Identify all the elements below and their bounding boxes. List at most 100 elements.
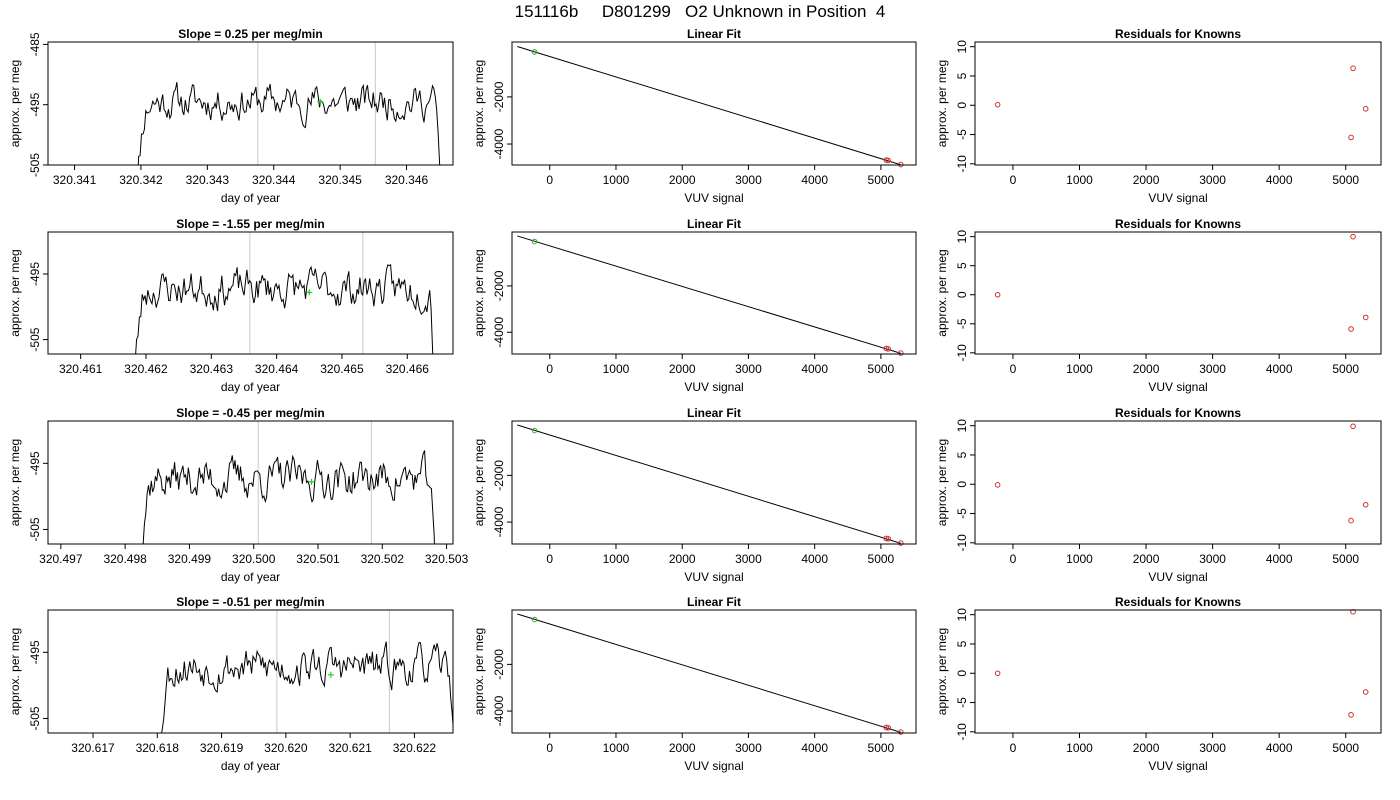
x-tick-label: 320.503 [425, 552, 469, 566]
data-point-2 [1348, 517, 1354, 524]
panel-title: Linear Fit [687, 406, 741, 420]
x-tick-label: 0 [546, 173, 553, 187]
plot-frame [974, 231, 1382, 355]
x-tick-label: 3000 [1199, 173, 1226, 187]
y-tick-label: 5 [955, 640, 969, 647]
x-tick-label: 2000 [669, 173, 696, 187]
fit-line [517, 424, 901, 544]
y-tick-label: -2000 [492, 270, 506, 301]
panel-4-1: 320.617 320.618 320.619 320.620 320.621 320.6… [8, 595, 454, 773]
y-tick-label: -4000 [492, 128, 506, 159]
y-axis-label: approx. per meg [935, 628, 949, 715]
y-tick-label: -4000 [492, 317, 506, 348]
data-point-1 [531, 49, 538, 55]
data-point-1 [531, 427, 538, 434]
panel-title: Slope = -0.45 per meg/min [176, 406, 324, 420]
data-point-4 [897, 540, 904, 546]
x-tick-label: 320.341 [53, 173, 97, 187]
x-tick-label: 4000 [1266, 741, 1293, 755]
series-line [161, 641, 453, 733]
x-tick-label: 0 [1010, 741, 1017, 755]
y-tick-label: -495 [28, 451, 42, 475]
x-axis-label: VUV signal [684, 570, 743, 584]
x-axis-label: VUV signal [1148, 191, 1207, 205]
y-tick-label: 5 [955, 451, 969, 458]
y-tick-label: -495 [28, 262, 42, 286]
plot-frame [47, 420, 454, 545]
data-point-1 [994, 101, 1001, 108]
x-tick-label: 320.498 [103, 552, 147, 566]
plot-frame [511, 420, 917, 545]
x-tick-label: 320.499 [168, 552, 212, 566]
x-tick-label: 3000 [1199, 552, 1226, 566]
panel-title: Slope = -0.51 per meg/min [176, 595, 324, 609]
x-tick-label: 5000 [1332, 741, 1359, 755]
x-tick-label: 3000 [735, 552, 762, 566]
x-tick-label: 320.463 [190, 362, 234, 376]
x-tick-label: 1000 [603, 741, 630, 755]
x-tick-label: 5000 [1332, 552, 1359, 566]
x-tick-label: 320.466 [386, 362, 430, 376]
y-axis-label: approx. per meg [472, 60, 486, 147]
data-point-4 [1362, 314, 1369, 321]
data-point-2 [1348, 712, 1354, 718]
panel-3-2: 0 1000 2000 3000 4000 5000 -2000 -4000 Linear Fi… [472, 406, 917, 584]
panel-title: Linear Fit [687, 27, 741, 41]
plot-frame [47, 231, 454, 355]
panel-3-3: 0 1000 2000 3000 4000 5000 10 5 0 -5 -10 Residuals … [935, 406, 1382, 584]
x-tick-label: 320.464 [255, 362, 299, 376]
x-axis-label: day of year [221, 380, 280, 394]
x-tick-label: 1000 [1066, 173, 1093, 187]
y-tick-label: 0 [955, 481, 969, 488]
x-tick-label: 1000 [603, 552, 630, 566]
x-tick-label: 2000 [1133, 741, 1160, 755]
panel-2-1: 320.461 320.462 320.463 320.464 320.465 320.4… [8, 217, 454, 394]
y-axis-label: approx. per meg [8, 249, 22, 336]
y-tick-label: -505 [28, 706, 42, 730]
unknown-marker [308, 478, 315, 485]
y-tick-label: -505 [28, 327, 42, 351]
panel-title: Residuals for Knowns [1115, 595, 1241, 609]
x-tick-label: 0 [546, 741, 553, 755]
y-tick-label: 10 [955, 419, 969, 433]
x-tick-label: 2000 [1133, 362, 1160, 376]
x-axis-label: VUV signal [684, 191, 743, 205]
panel-title: Residuals for Knowns [1115, 27, 1241, 41]
y-tick-label: -5 [955, 508, 969, 519]
data-point-4 [897, 350, 904, 356]
x-tick-label: 320.620 [264, 741, 308, 755]
panel-title: Residuals for Knowns [1115, 406, 1241, 420]
plot-frame [47, 41, 454, 166]
panel-title: Slope = 0.25 per meg/min [178, 27, 322, 41]
y-tick-label: -2000 [492, 460, 506, 491]
y-tick-label: -495 [28, 640, 42, 664]
unknown-marker [327, 671, 334, 678]
x-tick-label: 320.462 [124, 362, 168, 376]
x-tick-label: 320.502 [361, 552, 405, 566]
x-tick-label: 2000 [669, 362, 696, 376]
series-line [142, 450, 435, 544]
x-tick-label: 5000 [868, 552, 895, 566]
y-tick-label: 10 [955, 608, 969, 622]
panel-4-3: 0 1000 2000 3000 4000 5000 10 5 0 -5 -10 Residuals … [935, 595, 1382, 773]
data-point-3 [885, 157, 891, 164]
fit-line [517, 613, 901, 733]
panel-2-3: 0 1000 2000 3000 4000 5000 10 5 0 -5 -10 Residuals … [935, 217, 1382, 394]
y-tick-label: -2000 [492, 649, 506, 680]
panel-1-1: 320.341 320.342 320.343 320.344 320.345 320.3… [8, 27, 454, 205]
fit-line [517, 235, 901, 354]
x-tick-label: 2000 [1133, 173, 1160, 187]
fit-line [517, 45, 901, 165]
y-tick-label: -4000 [492, 506, 506, 537]
y-tick-label: 5 [955, 72, 969, 79]
x-tick-label: 3000 [1199, 741, 1226, 755]
panel-1-2: 0 1000 2000 3000 4000 5000 -2000 -4000 Linear Fi… [472, 27, 917, 205]
data-point-1 [994, 670, 1001, 677]
x-tick-label: 5000 [868, 173, 895, 187]
y-axis-label: approx. per meg [8, 439, 22, 526]
figure-title: 151116b D801299 O2 Unknown in Position 4 [514, 2, 886, 21]
data-point-2 [1348, 326, 1354, 332]
x-axis-label: day of year [221, 570, 280, 584]
panel-title: Linear Fit [687, 217, 741, 231]
unknown-marker [317, 98, 324, 105]
